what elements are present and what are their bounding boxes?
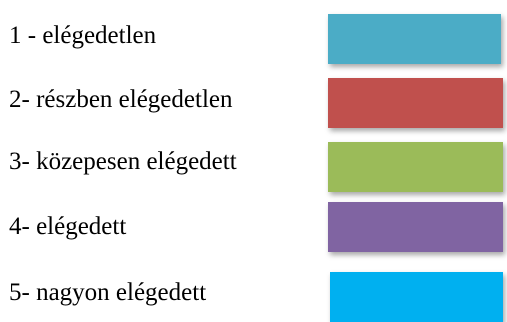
- legend-label-3: 3- közepesen elégedett: [9, 148, 237, 175]
- legend-swatch-2: [328, 78, 503, 128]
- legend-swatch-5: [330, 272, 503, 322]
- legend-swatch-1: [328, 14, 501, 64]
- legend-swatch-4: [328, 202, 503, 252]
- legend-label-1: 1 - elégedetlen: [9, 22, 157, 49]
- legend-swatch-3: [328, 142, 503, 192]
- legend-label-4: 4- elégedett: [9, 213, 127, 240]
- legend-label-5: 5- nagyon elégedett: [9, 279, 207, 306]
- legend-label-2: 2- részben elégedetlen: [9, 86, 233, 113]
